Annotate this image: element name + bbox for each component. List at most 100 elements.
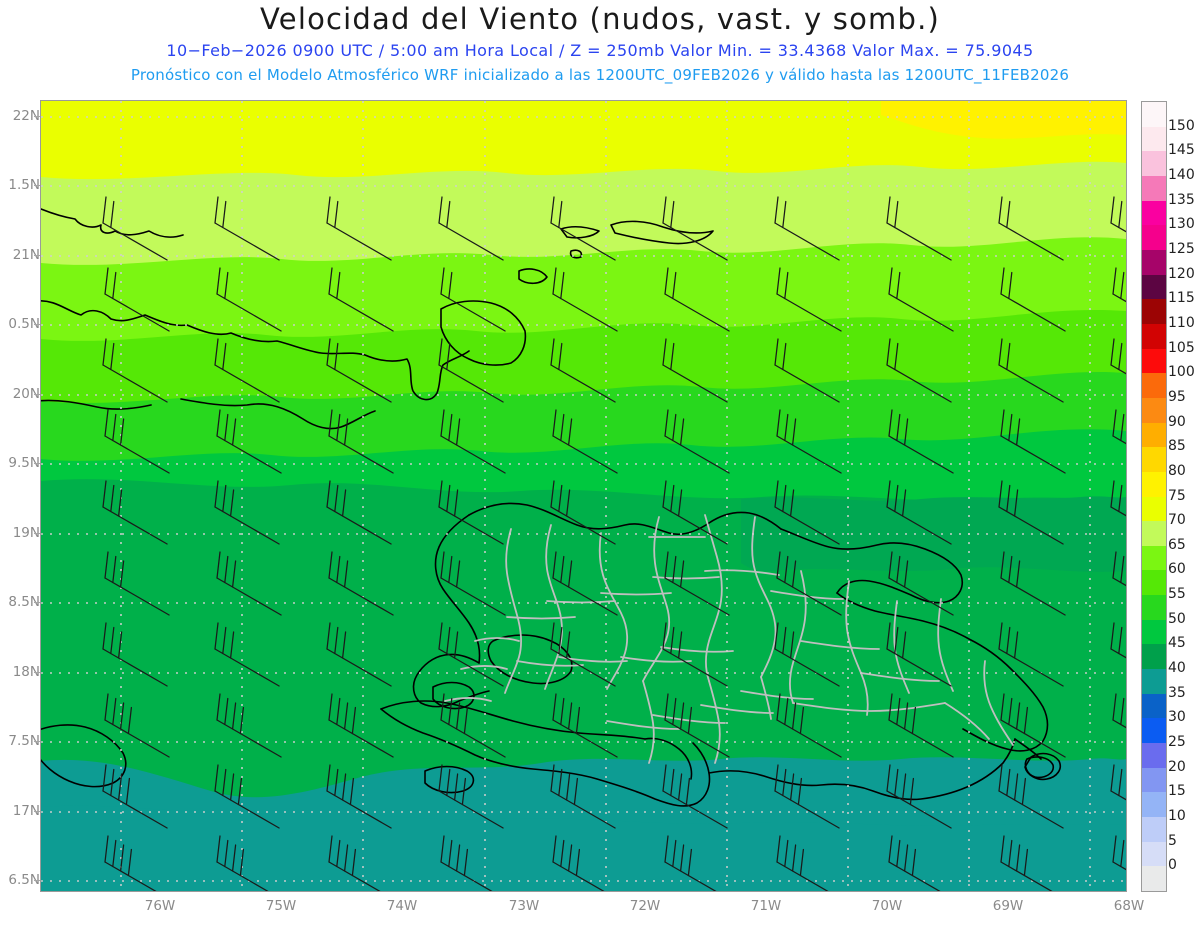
- wind-barb-flag: [455, 844, 461, 872]
- wind-barb-shaft: [886, 222, 952, 261]
- colorbar-tick-label: 50: [1168, 610, 1186, 627]
- wind-barb-flag: [334, 342, 339, 371]
- wind-barb-shaft: [664, 719, 730, 758]
- wind-barb-flag: [774, 196, 779, 224]
- wind-barb-flag: [222, 342, 227, 371]
- wind-barb-flag: [560, 555, 565, 584]
- wind-barb-flag: [446, 200, 451, 229]
- wind-barb-flag: [1006, 768, 1011, 797]
- wind-barb-shaft: [440, 435, 506, 474]
- wind-barb-flag: [1006, 200, 1011, 229]
- wind-barb-flag: [573, 777, 579, 806]
- wind-barb-flag: [909, 777, 915, 806]
- colorbar-segment: [1142, 397, 1166, 423]
- wind-barb-shaft: [104, 719, 170, 758]
- wind-barb-flag: [664, 409, 669, 437]
- wind-barb-shaft: [550, 790, 616, 829]
- wind-barb-flag: [679, 560, 685, 588]
- wind-barb-flag: [896, 555, 901, 584]
- wind-barb-flag: [224, 555, 229, 584]
- wind-barb-flag: [112, 697, 117, 726]
- wind-barb-flag: [558, 342, 563, 371]
- wind-barb-flag: [328, 835, 333, 863]
- wind-barb-flag: [789, 489, 795, 517]
- wind-barb-flag: [782, 342, 787, 371]
- wind-barb-flag: [328, 409, 333, 437]
- wind-barb-flag: [670, 200, 675, 229]
- wind-barb-flag: [1118, 200, 1123, 229]
- colorbar-segment: [1142, 471, 1166, 497]
- colorbar-tick-label: 150: [1168, 117, 1195, 134]
- wind-barb-shaft: [438, 506, 504, 545]
- colorbar-segment: [1142, 348, 1166, 374]
- wind-barb-shaft: [662, 648, 728, 687]
- wind-barb-flag: [998, 196, 1003, 224]
- map-plot-area[interactable]: [40, 100, 1127, 892]
- colorbar-tick-label: 35: [1168, 684, 1186, 701]
- wind-barb-flag: [117, 773, 123, 801]
- wind-barb-flag: [326, 196, 331, 224]
- wind-barb-flag: [894, 200, 899, 229]
- colorbar[interactable]: [1141, 101, 1167, 892]
- wind-barb-flag: [1118, 484, 1123, 513]
- wind-barb-flag: [550, 480, 555, 508]
- latitude-tick-mark: [34, 533, 40, 534]
- wind-barb-flag: [1008, 413, 1013, 442]
- colorbar-tick-label: 30: [1168, 709, 1186, 726]
- wind-barb-shaft: [328, 577, 394, 616]
- colorbar-segment: [1142, 644, 1166, 670]
- wind-barb-flag: [102, 480, 107, 508]
- wind-barb-flag: [797, 777, 803, 806]
- wind-barb-shaft: [550, 364, 616, 403]
- wind-barb-flag: [1000, 551, 1005, 579]
- wind-barb-shaft: [326, 648, 392, 687]
- wind-barb-flag: [1006, 484, 1011, 513]
- wind-barb-shaft: [664, 293, 730, 332]
- wind-barb-shaft: [1112, 719, 1126, 729]
- wind-barb-flag: [102, 338, 107, 366]
- colorbar-tick-label: 65: [1168, 536, 1186, 553]
- wind-barb-flag: [565, 631, 571, 659]
- wind-barb-flag: [901, 773, 907, 801]
- wind-barb-flag: [104, 409, 109, 437]
- longitude-tick-label: 69W: [992, 898, 1024, 914]
- wind-barb-flag: [998, 764, 1003, 792]
- colorbar-labels: 0 5 10 15 20 25 30 35 40 45 50 55 60 65 70 75 80 85 90 95 10…: [1168, 101, 1200, 890]
- colorbar-segment: [1142, 225, 1166, 250]
- wind-barb-flag: [336, 697, 341, 726]
- wind-barb-shaft: [886, 364, 952, 403]
- longitude-tick-label: 71W: [750, 898, 782, 914]
- wind-barb-flag: [1110, 764, 1115, 792]
- wind-barb-flag: [448, 413, 453, 442]
- wind-barb-shaft: [662, 364, 728, 403]
- latitude-tick-label: 9.5N: [8, 455, 40, 471]
- colorbar-segment: [1142, 792, 1166, 818]
- wind-barb-flag: [455, 418, 461, 446]
- wind-barb-flag: [799, 848, 805, 877]
- colorbar-segment: [1142, 693, 1166, 719]
- colorbar-tick-label: 130: [1168, 216, 1195, 233]
- latitude-tick-mark: [34, 741, 40, 742]
- wind-barb-flag: [1008, 555, 1013, 584]
- wind-barb-flag: [888, 409, 893, 437]
- latitude-tick-label: 6.5N: [8, 872, 40, 888]
- wind-barb-flag: [214, 622, 219, 650]
- wind-barb-flag: [334, 626, 339, 655]
- wind-barb-shaft: [1110, 506, 1126, 517]
- colorbar-segment: [1142, 126, 1166, 152]
- wind-barb-flag: [1008, 271, 1013, 300]
- wind-barb-flag: [224, 697, 229, 726]
- wind-barb-shaft: [216, 435, 282, 474]
- wind-barb-flag: [117, 631, 123, 659]
- wind-barb-flag: [886, 196, 891, 224]
- wind-barb-flag: [567, 418, 573, 446]
- wind-barb-flag: [903, 702, 909, 730]
- wind-barb-flag: [446, 626, 451, 655]
- wind-barb-flag: [351, 848, 357, 877]
- wind-barb-shaft: [776, 293, 842, 332]
- wind-barb-flag: [896, 839, 901, 868]
- wind-barb-flag: [672, 413, 677, 442]
- wind-barb-shaft: [440, 577, 506, 616]
- colorbar-segment: [1142, 817, 1166, 842]
- colorbar-tick-label: 110: [1168, 314, 1195, 331]
